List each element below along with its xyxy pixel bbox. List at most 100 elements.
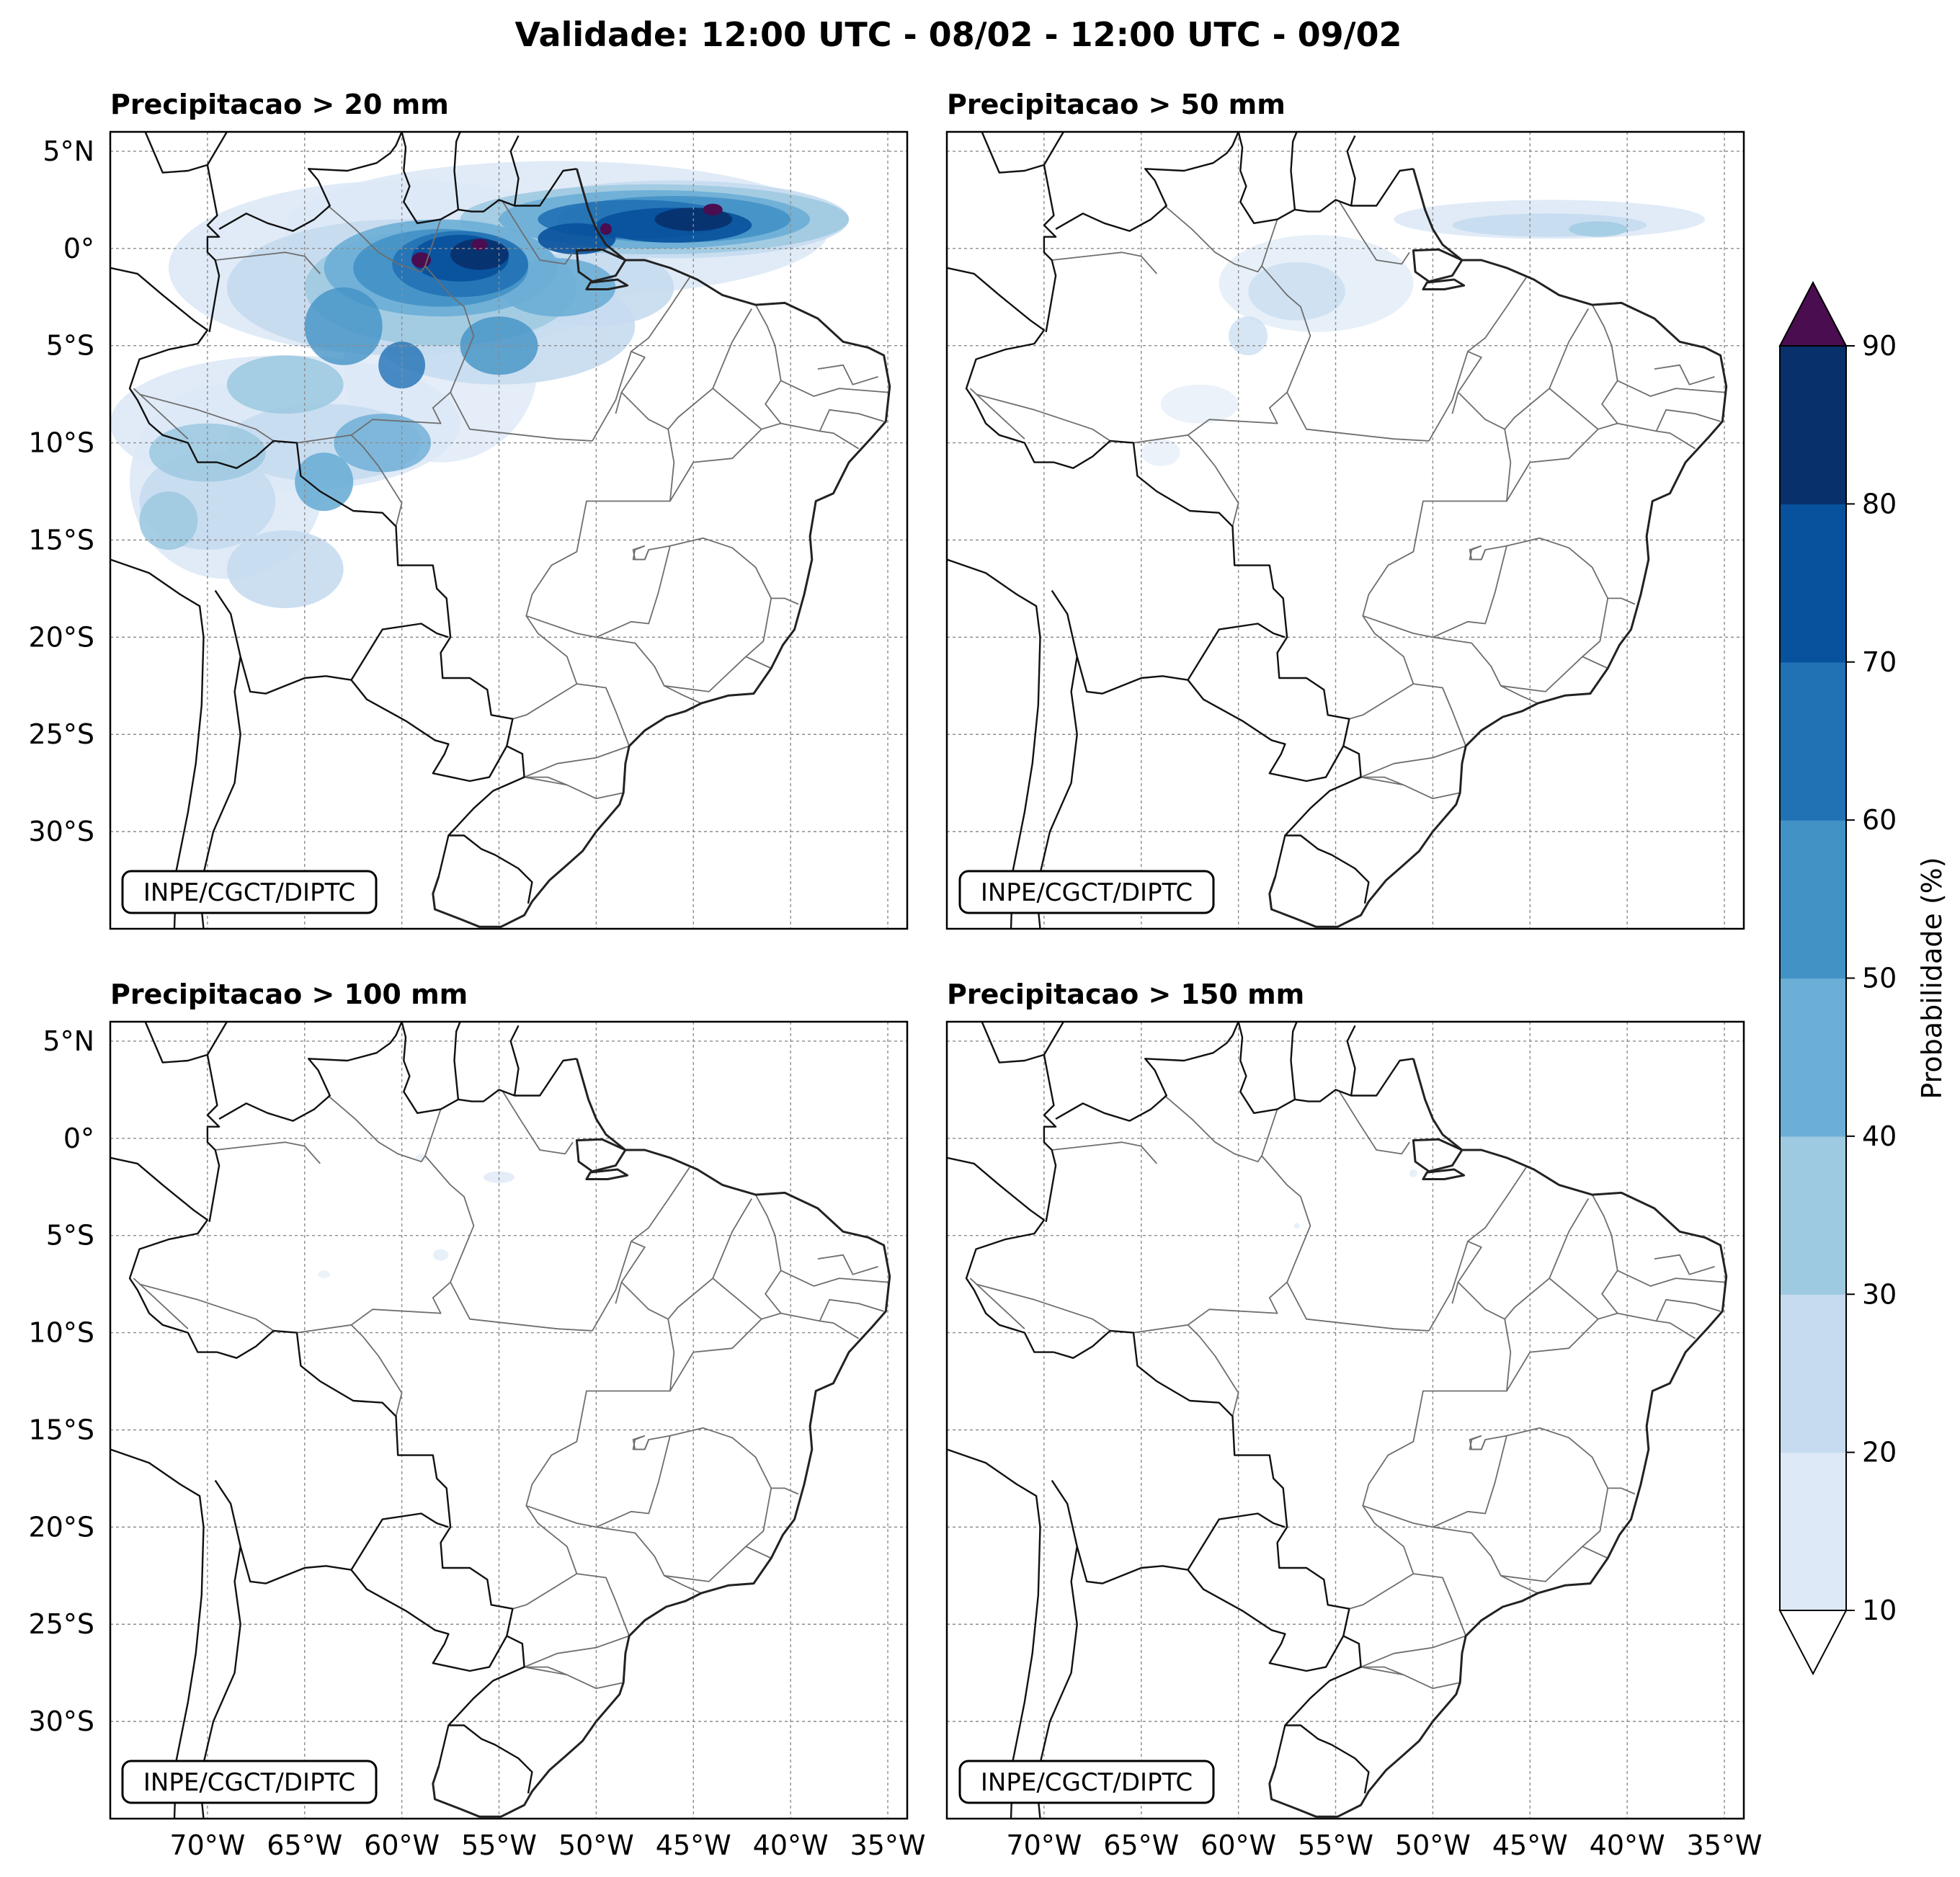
map-background xyxy=(110,1022,907,1819)
probability-region xyxy=(450,238,509,270)
state-boundary xyxy=(1051,1141,1157,1164)
state-boundary xyxy=(512,615,578,720)
state-boundary xyxy=(576,683,631,746)
coastline xyxy=(1268,168,1728,928)
country-boundary xyxy=(217,1329,533,1794)
map-frame xyxy=(945,130,1745,930)
colorbar-ticks: 10 20 30 40 50 60 70 80 90 xyxy=(1846,330,1897,1626)
state-boundary xyxy=(969,388,1025,440)
state-boundary xyxy=(296,265,475,444)
state-boundary xyxy=(754,304,782,424)
state-boundary xyxy=(1286,1282,1430,1332)
probability-region xyxy=(703,203,723,215)
state-boundary xyxy=(1360,776,1461,800)
probability-region xyxy=(600,223,612,235)
colorbar-tick-label: 10 xyxy=(1862,1595,1897,1626)
state-boundary xyxy=(1617,380,1725,397)
probability-region xyxy=(139,491,198,550)
lon-tick-label: 55°W xyxy=(1298,1829,1373,1861)
state-boundary xyxy=(1506,1312,1696,1391)
country-boundary xyxy=(947,1156,1054,1353)
probability-region xyxy=(226,355,344,414)
state-boundary xyxy=(1339,1091,1410,1155)
state-boundary xyxy=(1286,392,1430,442)
state-boundary xyxy=(522,776,568,786)
probability-region xyxy=(1141,439,1180,466)
credit-box: INPE/CGCT/DIPTC xyxy=(121,870,378,914)
colorbar-tick-label: 50 xyxy=(1862,963,1897,994)
state-boundary xyxy=(1617,1270,1725,1287)
probability-region xyxy=(1229,316,1268,356)
colorbar-bins xyxy=(1780,346,1846,1611)
island-outline xyxy=(575,1138,627,1173)
colorbar-tick-label: 90 xyxy=(1862,330,1897,362)
country-boundary xyxy=(981,132,1064,174)
state-boundary xyxy=(1413,683,1467,746)
state-boundary xyxy=(712,308,752,389)
colorbar-tick-label: 80 xyxy=(1862,488,1897,520)
map-frame xyxy=(109,130,909,930)
colorbar-tick-label: 60 xyxy=(1862,804,1897,836)
state-boundary xyxy=(502,201,574,265)
state-boundary xyxy=(631,1167,690,1242)
country-boundary xyxy=(206,164,220,333)
state-boundary xyxy=(296,1155,475,1334)
state-boundary xyxy=(524,745,630,778)
colorbar-tick-label: 30 xyxy=(1862,1278,1897,1310)
state-boundary xyxy=(669,537,772,599)
colorbar-bin xyxy=(1780,661,1846,821)
state-boundary xyxy=(1655,409,1721,432)
lon-tick-label: 65°W xyxy=(267,1829,342,1861)
lon-tick-label: 60°W xyxy=(1200,1829,1276,1861)
lat-tick-label: 25°S xyxy=(29,1608,94,1640)
state-boundary xyxy=(1349,615,1415,720)
lon-tick-label: 40°W xyxy=(753,1829,829,1861)
state-boundary xyxy=(133,388,189,440)
lon-tick-label: 45°W xyxy=(656,1829,731,1861)
lon-tick-label: 70°W xyxy=(169,1829,245,1861)
state-boundary xyxy=(817,1254,878,1275)
state-boundary xyxy=(1358,1666,1404,1676)
colorbar-tick-label: 70 xyxy=(1862,646,1897,678)
state-boundary xyxy=(632,1435,650,1450)
map-panel-gt-100mm: Precipitacao > 100 mm 5°N 0° 5°S 10°S 15°S 20… xyxy=(29,978,926,1861)
probability-region xyxy=(1293,1223,1300,1229)
probability-region xyxy=(499,258,616,317)
state-boundary xyxy=(1506,422,1696,501)
longitude-labels: 70°W 65°W 60°W 55°W 50°W 45°W 40°W 35°W xyxy=(169,1829,925,1861)
state-boundary xyxy=(780,380,888,397)
country-boundary xyxy=(509,135,520,206)
country-boundary xyxy=(144,1022,228,1064)
lat-tick-label: 0° xyxy=(63,1123,94,1154)
state-boundary xyxy=(1133,265,1311,444)
probability-region xyxy=(226,530,344,608)
country-boundary xyxy=(453,132,461,210)
lat-tick-label: 30°S xyxy=(29,816,94,847)
geography-lines xyxy=(110,1022,891,1819)
island-outline xyxy=(575,248,627,283)
lon-tick-label: 50°W xyxy=(1395,1829,1471,1861)
country-boundary xyxy=(1051,1479,1345,1672)
country-boundary xyxy=(1187,623,1286,681)
country-boundary xyxy=(1187,1512,1286,1571)
country-boundary xyxy=(350,623,449,681)
country-boundary xyxy=(1051,589,1345,783)
probability-region xyxy=(295,452,354,512)
map-frame xyxy=(109,1020,909,1820)
probability-region xyxy=(471,238,488,251)
state-boundary xyxy=(669,1312,860,1391)
colorbar-tick-label: 20 xyxy=(1862,1437,1897,1468)
state-boundary xyxy=(1360,1635,1466,1668)
credit-text: INPE/CGCT/DIPTC xyxy=(143,878,355,907)
lat-tick-label: 0° xyxy=(63,233,94,264)
state-boundary xyxy=(969,1278,1025,1329)
country-boundary xyxy=(110,558,205,929)
lat-tick-label: 10°S xyxy=(29,427,94,459)
country-boundary xyxy=(947,1448,1041,1819)
country-boundary xyxy=(350,1512,449,1571)
state-boundary xyxy=(1433,1526,1538,1594)
state-boundary xyxy=(1467,1167,1527,1242)
coastline xyxy=(1268,1058,1728,1818)
state-boundary xyxy=(350,1324,403,1417)
